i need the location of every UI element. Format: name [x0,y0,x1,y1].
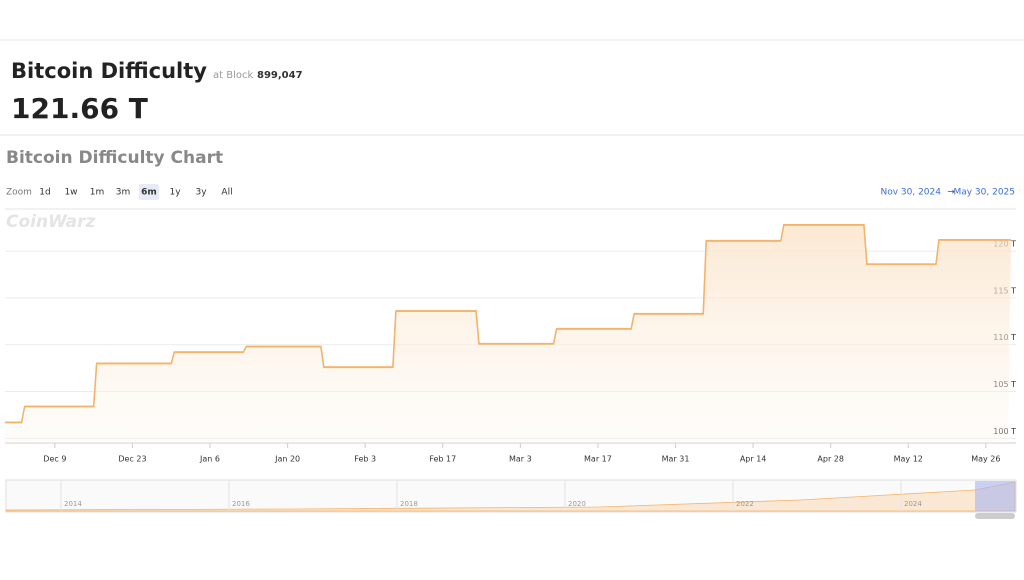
x-tick-label: Dec 9 [43,455,66,464]
navigator-year: 2014 [64,500,82,508]
block-number: 899,047 [257,70,303,81]
x-tick-label: Apr 28 [817,455,844,464]
navigator-year: 2024 [904,500,922,508]
zoom-button[interactable]: 1w [64,188,77,198]
page-title: Bitcoin Difficulty [11,59,207,83]
block-prefix: at Block [213,70,253,81]
x-tick-label: Dec 23 [118,455,146,464]
x-tick-label: Mar 3 [509,455,532,464]
zoom-button[interactable]: 3m [116,188,131,198]
zoom-button[interactable]: 1m [90,188,105,198]
zoom-button-active[interactable] [139,184,159,200]
scrollbar[interactable] [975,513,1015,519]
x-tick-label: Feb 3 [354,455,376,464]
x-tick-label: Mar 17 [584,455,612,464]
x-tick-label: Feb 17 [429,455,456,464]
navigator-year: 2016 [232,500,250,508]
x-tick-label: May 26 [971,455,1000,464]
area-fill [5,224,1011,443]
range-start[interactable]: Nov 30, 2024 [880,188,941,198]
range-end[interactable]: May 30, 2025 [953,188,1015,198]
zoom-button[interactable]: 3y [195,188,207,198]
range-arrow: → [947,188,955,198]
zoom-button[interactable]: 1d [39,188,50,198]
x-tick-label: Jan 6 [199,455,220,464]
current-value: 121.66 T [11,92,148,125]
zoom-button[interactable]: 1y [169,188,181,198]
navigator-year: 2022 [736,500,754,508]
x-tick-label: May 12 [894,455,923,464]
x-tick-label: Mar 31 [662,455,690,464]
zoom-button[interactable]: All [221,188,232,198]
navigator-year: 2020 [568,500,586,508]
x-tick-label: Apr 14 [740,455,767,464]
navigator-year: 2018 [400,500,418,508]
zoom-label: Zoom [6,188,32,198]
navigator-window[interactable] [975,481,1015,511]
zoom-button[interactable]: 6m [141,188,157,198]
x-tick-label: Jan 20 [274,455,300,464]
watermark: CoinWarz [6,212,96,232]
chart-title: Bitcoin Difficulty Chart [6,148,223,168]
